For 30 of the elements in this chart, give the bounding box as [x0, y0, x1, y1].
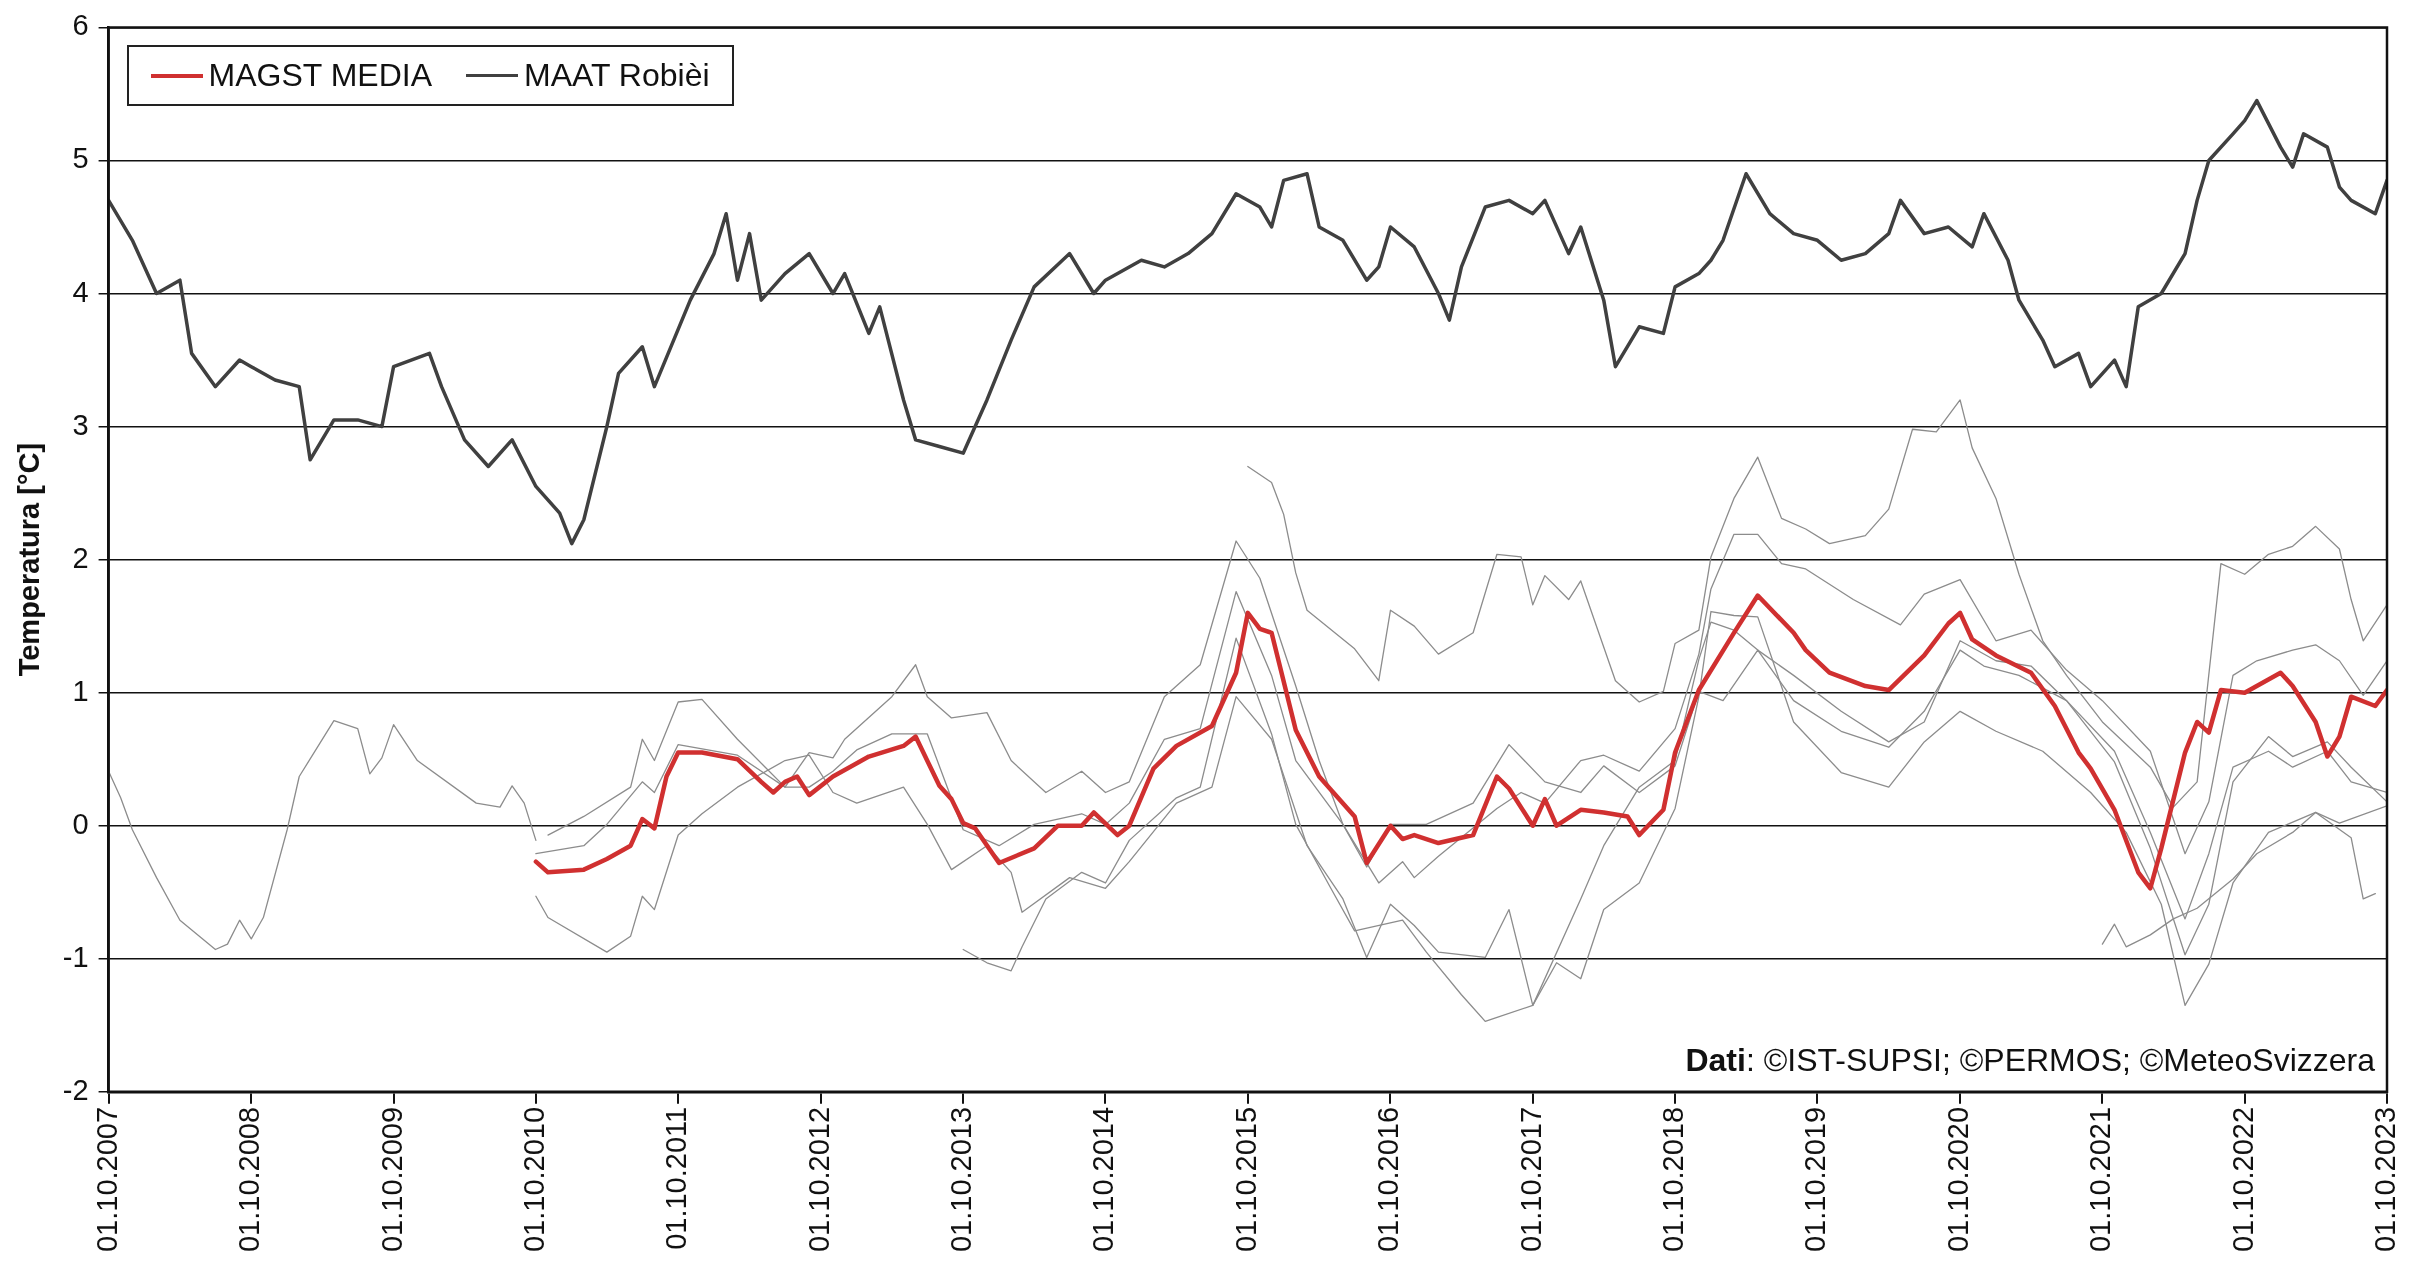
y-tick-label: -1 [62, 940, 89, 973]
y-tick-label: 2 [72, 541, 89, 574]
x-tick-label: 01.10.2011 [660, 1106, 693, 1250]
y-tick-label: 4 [72, 275, 89, 308]
y-tick-label: 6 [72, 9, 89, 42]
x-tick-label: 01.10.2018 [1657, 1106, 1690, 1253]
x-tick-label: 01.10.2009 [375, 1106, 408, 1253]
x-tick-label: 01.10.2021 [2084, 1106, 2117, 1253]
x-tick-label: 01.10.2020 [1942, 1106, 1975, 1253]
x-tick-label: 01.10.2010 [517, 1106, 550, 1253]
y-tick-label: 0 [72, 807, 89, 840]
x-tick-label: 01.10.2016 [1372, 1106, 1405, 1253]
y-tick-label: 5 [72, 142, 89, 175]
x-tick-label: 01.10.2013 [945, 1106, 978, 1253]
x-tick-label: 01.10.2012 [802, 1106, 835, 1253]
x-tick-label: 01.10.2007 [90, 1106, 123, 1253]
y-tick-label: 1 [72, 674, 89, 707]
x-tick-label: 01.10.2019 [1799, 1106, 1832, 1253]
x-tick-label: 01.10.2017 [1514, 1106, 1547, 1253]
x-tick-label: 01.10.2015 [1229, 1106, 1262, 1253]
legend-label: MAGST MEDIA [208, 57, 433, 95]
x-tick-label: 01.10.2008 [233, 1106, 266, 1253]
x-tick-label: 01.10.2014 [1087, 1106, 1120, 1253]
x-tick-label: 01.10.2022 [2226, 1106, 2259, 1253]
x-tick-label: 01.10.2023 [2369, 1106, 2401, 1253]
legend-label: MAAT Robièi [524, 57, 710, 95]
y-tick-label: -2 [62, 1073, 89, 1106]
y-axis-title: Temperatura [°C] [13, 442, 46, 677]
annotation: Dati: ©IST-SUPSI; ©PERMOS; ©MeteoSvizzera [1685, 1041, 2376, 1078]
y-tick-label: 3 [72, 408, 89, 441]
